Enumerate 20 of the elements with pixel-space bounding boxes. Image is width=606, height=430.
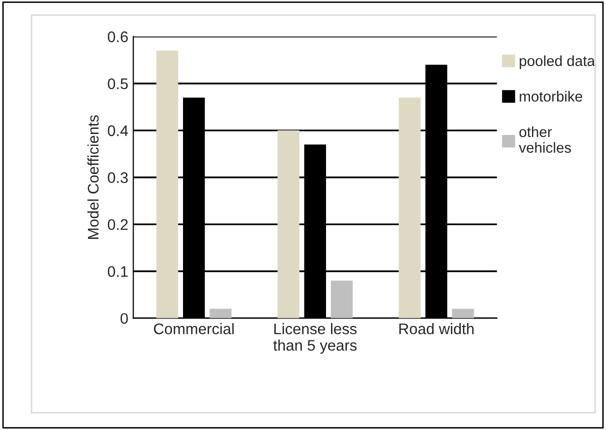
x-tick-label: Road width [399,323,474,334]
legend-label: motorbike [520,90,582,102]
legend-label: pooled data [520,55,596,69]
legend-label: other vehicles [518,126,571,153]
bar [398,98,421,318]
x-tick-label: License less than 5 years [273,323,357,354]
y-tick-label: 0.1 [108,266,128,277]
bar [210,308,232,318]
bar [278,130,300,318]
bar [330,280,353,318]
y-tick-label: 0.3 [108,172,128,184]
y-tick-label: 0.4 [108,125,128,136]
bar [156,50,178,318]
y-tick-label: 0.2 [108,219,128,230]
y-axis-title: Model Coefficients [87,115,99,239]
bar [452,308,474,318]
x-tick-label: Commercial [154,323,234,334]
y-tick-label: 0.6 [108,31,128,42]
y-tick-label: 0 [120,313,128,324]
y-tick-label: 0.5 [108,78,128,90]
